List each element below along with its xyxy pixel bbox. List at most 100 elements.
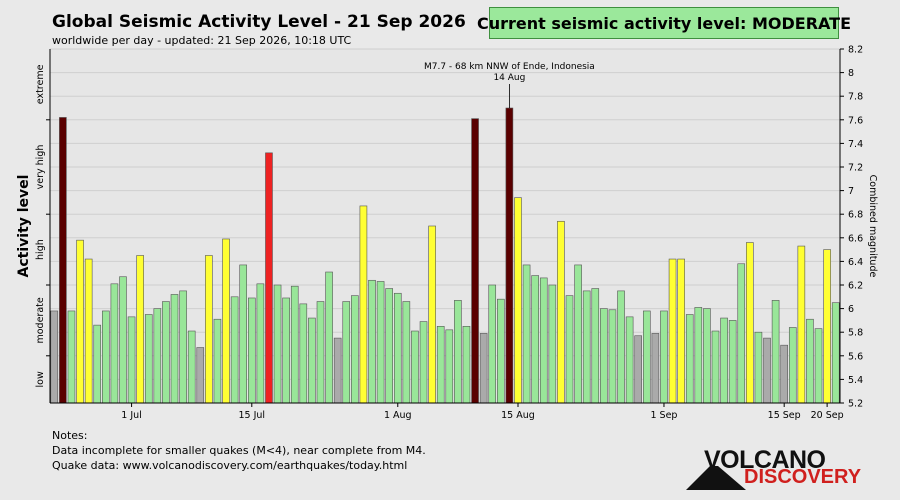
volcano-icon bbox=[686, 466, 746, 490]
bar bbox=[737, 263, 746, 404]
bar bbox=[471, 118, 479, 404]
right-tick-label: 6.2 bbox=[848, 281, 863, 292]
bar bbox=[187, 330, 196, 404]
bar bbox=[402, 301, 411, 404]
bar bbox=[162, 301, 170, 404]
bar bbox=[136, 255, 144, 404]
x-tick-label: 1 Aug bbox=[384, 410, 412, 421]
x-tick-label: 15 Aug bbox=[501, 410, 535, 421]
right-tick-label: 7.4 bbox=[848, 139, 863, 150]
right-tick-label: 6.6 bbox=[848, 233, 863, 244]
right-tick-label: 5.4 bbox=[848, 375, 863, 386]
bar bbox=[333, 337, 342, 404]
right-tick-label: 6.4 bbox=[848, 257, 863, 268]
bar bbox=[514, 197, 522, 404]
bar bbox=[196, 347, 205, 404]
bar bbox=[368, 279, 376, 404]
bar bbox=[823, 249, 831, 404]
bar bbox=[754, 331, 763, 404]
bar bbox=[359, 205, 368, 404]
right-tick-label: 5.6 bbox=[848, 351, 863, 362]
bar bbox=[617, 290, 625, 404]
bar bbox=[84, 258, 93, 404]
annotation-date: 14 Aug bbox=[493, 73, 525, 83]
bar bbox=[170, 294, 179, 404]
bar bbox=[393, 292, 402, 404]
bar bbox=[153, 308, 162, 404]
bar bbox=[239, 264, 247, 404]
bar bbox=[720, 317, 728, 404]
bar bbox=[763, 337, 771, 404]
axis-labels: 5.2 5.4 5.6 5.8 6 6.2 6.4 6.6 6.8 7 7.2 7.4 7.6 7.8 8 8… bbox=[16, 45, 878, 422]
bar bbox=[694, 307, 703, 404]
logo-word-discovery: DISCOVERY bbox=[744, 466, 862, 488]
chart-subtitle: worldwide per day - updated: 21 Sep 2026… bbox=[52, 34, 352, 47]
bar bbox=[342, 301, 351, 404]
bar bbox=[814, 328, 823, 404]
bar bbox=[213, 318, 222, 404]
bar bbox=[531, 275, 539, 404]
bar bbox=[316, 301, 325, 404]
bars bbox=[50, 107, 840, 404]
x-tick-label: 15 Jul bbox=[239, 410, 266, 421]
bar bbox=[703, 308, 711, 404]
bar bbox=[479, 333, 488, 404]
annotation-label: M7.7 - 68 km NNW of Ende, Indonesia bbox=[424, 62, 595, 72]
bar bbox=[788, 327, 797, 404]
bar bbox=[462, 325, 471, 404]
bar bbox=[248, 297, 256, 404]
right-tick-label: 7.6 bbox=[848, 115, 863, 126]
bar bbox=[93, 324, 102, 404]
right-tick-label: 5.8 bbox=[848, 328, 863, 339]
right-tick-label: 7.2 bbox=[848, 163, 863, 174]
bar bbox=[488, 284, 497, 404]
chart-title: Global Seismic Activity Level - 21 Sep 2… bbox=[52, 12, 466, 32]
bar bbox=[59, 117, 67, 404]
right-tick-label: 6.8 bbox=[848, 210, 863, 221]
bar bbox=[806, 318, 814, 404]
right-tick-label: 8 bbox=[848, 68, 854, 79]
bar bbox=[591, 288, 600, 404]
bar bbox=[445, 329, 454, 404]
bar bbox=[651, 333, 660, 404]
bar bbox=[325, 271, 333, 404]
bar bbox=[557, 220, 565, 404]
bar bbox=[685, 314, 694, 404]
bar bbox=[76, 239, 84, 404]
bar bbox=[539, 277, 548, 404]
bar bbox=[102, 310, 110, 404]
bar bbox=[127, 316, 136, 404]
y-axis-right-title: Combined magnitude bbox=[867, 175, 878, 278]
bar bbox=[454, 300, 462, 404]
x-tick-label: 1 Jul bbox=[121, 410, 142, 421]
bar bbox=[376, 281, 385, 404]
bar bbox=[428, 225, 436, 404]
bar bbox=[256, 283, 265, 404]
bar bbox=[67, 310, 76, 404]
activity-level-label: extreme bbox=[35, 64, 46, 104]
bar bbox=[265, 152, 273, 404]
y-axis-title: Activity level bbox=[16, 175, 32, 278]
x-tick-label: 20 Sep bbox=[811, 410, 844, 421]
bar bbox=[660, 310, 668, 404]
bar bbox=[780, 344, 788, 404]
right-tick-label: 5.2 bbox=[848, 399, 863, 410]
bar bbox=[119, 276, 127, 404]
activity-level-badge: Current seismic activity level: MODERATE bbox=[477, 7, 851, 39]
notes: Notes: Data incomplete for smaller quake… bbox=[52, 428, 426, 473]
bar bbox=[625, 316, 634, 404]
right-tick-label: 8.2 bbox=[848, 45, 863, 56]
volcano-discovery-logo: VOLCANO DISCOVERY bbox=[686, 446, 862, 490]
bar bbox=[565, 295, 574, 404]
bar bbox=[505, 107, 514, 404]
bar bbox=[548, 284, 557, 404]
bar bbox=[497, 298, 505, 404]
bar bbox=[205, 255, 213, 404]
bar bbox=[522, 264, 531, 404]
bar bbox=[273, 284, 282, 404]
x-tick-label: 15 Sep bbox=[768, 410, 801, 421]
bar bbox=[299, 303, 308, 404]
axes bbox=[46, 48, 844, 407]
bar bbox=[831, 302, 840, 404]
